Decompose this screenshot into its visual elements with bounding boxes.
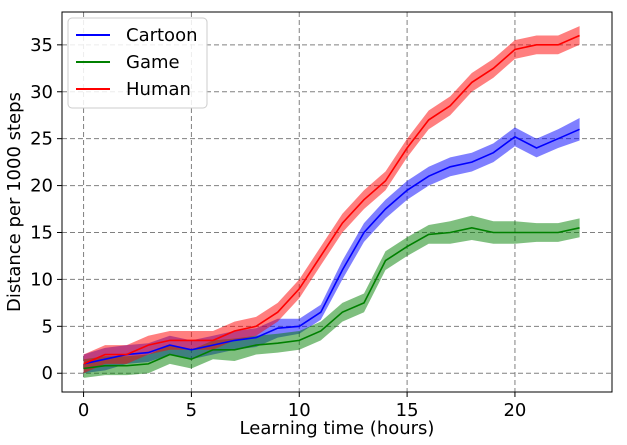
x-tick-label: 0 [78, 400, 89, 421]
y-axis-label: Distance per 1000 steps [4, 92, 25, 312]
x-tick-label: 10 [288, 400, 311, 421]
x-tick-label: 15 [396, 400, 419, 421]
legend-label-game: Game [126, 52, 180, 73]
x-axis-label: Learning time (hours) [240, 418, 435, 439]
x-axis-ticks: 0 5 10 15 20 [78, 392, 526, 421]
line-game [83, 226, 580, 370]
legend-box [67, 17, 208, 109]
y-tick-label: 0 [42, 363, 53, 384]
legend-label-cartoon: Cartoon [126, 25, 198, 46]
y-tick-label: 30 [30, 82, 53, 103]
y-tick-label: 25 [30, 129, 53, 150]
series-lines [83, 34, 580, 370]
y-tick-label: 20 [30, 176, 53, 197]
legend: Cartoon Game Human [67, 17, 208, 109]
line-cartoon [83, 128, 580, 365]
legend-label-human: Human [126, 79, 191, 100]
y-axis-ticks: 0 5 10 15 20 25 30 35 [30, 35, 62, 384]
x-tick-label: 20 [503, 400, 526, 421]
y-tick-label: 5 [42, 316, 53, 337]
y-tick-label: 10 [30, 269, 53, 290]
y-tick-label: 35 [30, 35, 53, 56]
line-human [83, 34, 580, 365]
y-tick-label: 15 [30, 222, 53, 243]
x-tick-label: 5 [186, 400, 197, 421]
plot-frame [61, 11, 613, 393]
